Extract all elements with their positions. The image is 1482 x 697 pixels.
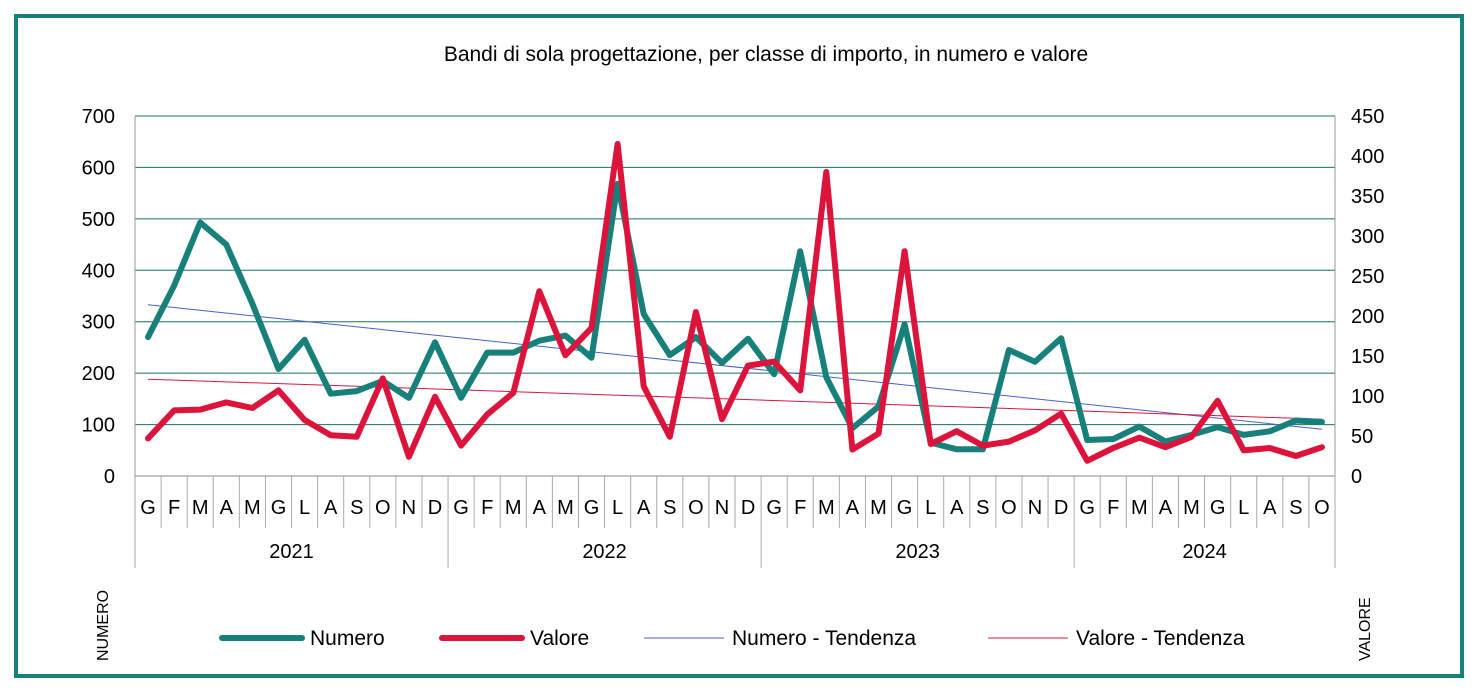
chart-frame: Bandi di sola progettazione, per classe … (14, 14, 1464, 678)
x-tick-label-month: L (299, 497, 310, 519)
right-axis-ticks: 0 50 100 150 200 250 300 350 400 450 (1351, 106, 1384, 488)
x-tick-label-month: M (818, 497, 835, 519)
y-axis-label-left: NUMERO (95, 590, 112, 661)
x-tick-label-month: M (557, 497, 574, 519)
x-tick-label-month: N (1028, 497, 1042, 519)
x-tick-label-month: O (1001, 497, 1017, 519)
x-tick-label-month: M (244, 497, 261, 519)
x-tick-label-month: L (925, 497, 936, 519)
y-tick-label-right: 150 (1351, 346, 1384, 368)
y-tick-label-right: 350 (1351, 186, 1384, 208)
legend-label: Valore - Tendenza (1076, 627, 1245, 650)
y-tick-label-right: 0 (1351, 466, 1362, 488)
x-tick-label-month: M (1131, 497, 1148, 519)
y-tick-label-left: 200 (82, 363, 115, 385)
x-tick-label-month: G (140, 497, 156, 519)
x-tick-label-month: G (1210, 497, 1226, 519)
gridlines (134, 115, 1336, 476)
x-tick-label-year: 2021 (269, 541, 314, 563)
y-tick-label-right: 450 (1351, 106, 1384, 128)
x-tick-label-year: 2023 (895, 541, 940, 563)
y-axis-label-right: VALORE (1357, 597, 1374, 661)
x-tick-label-month: M (1183, 497, 1200, 519)
x-tick-label-month: N (715, 497, 729, 519)
y-tick-label-left: 300 (82, 312, 115, 334)
legend-label: Valore (530, 627, 589, 650)
y-tick-label-right: 200 (1351, 306, 1384, 328)
legend-label: Numero (310, 627, 385, 650)
y-tick-label-left: 700 (82, 106, 115, 128)
series-lines (145, 141, 1325, 464)
x-tick-label-month: M (192, 497, 209, 519)
x-tick-label-month: O (375, 497, 391, 519)
x-tick-label-month: A (1159, 497, 1173, 519)
y-tick-label-right: 50 (1351, 426, 1373, 448)
x-tick-label-month: A (950, 497, 964, 519)
x-tick-label-month: G (453, 497, 469, 519)
left-axis-ticks: 0 100 200 300 400 500 600 700 (82, 106, 115, 488)
x-tick-label-month: O (688, 497, 704, 519)
x-tick-label-month: M (870, 497, 887, 519)
x-tick-label-month: F (794, 497, 806, 519)
x-tick-label-month: A (324, 497, 338, 519)
x-tick-label-month: N (402, 497, 416, 519)
x-tick-label-month: G (271, 497, 287, 519)
x-tick-label-month: S (976, 497, 989, 519)
x-tick-label-month: M (505, 497, 522, 519)
x-tick-label-month: D (1054, 497, 1068, 519)
x-tick-label-month: D (428, 497, 442, 519)
x-tick-label-month: L (1238, 497, 1249, 519)
legend: Numero Valore Numero - Tendenza Valore - Te… (219, 627, 1245, 650)
x-tick-label-month: A (637, 497, 651, 519)
x-tick-label-month: A (846, 497, 860, 519)
y-tick-label-left: 600 (82, 157, 115, 179)
x-tick-label-month: G (1079, 497, 1095, 519)
x-tick-label-month: F (1107, 497, 1119, 519)
x-tick-label-month: A (533, 497, 547, 519)
x-tick-label-year: 2022 (582, 541, 627, 563)
y-tick-label-right: 300 (1351, 226, 1384, 248)
y-tick-label-right: 400 (1351, 146, 1384, 168)
y-tick-label-left: 100 (82, 415, 115, 437)
x-tick-label-month: A (1263, 497, 1277, 519)
x-tick-label-month: G (897, 497, 913, 519)
y-tick-label-left: 400 (82, 260, 115, 282)
x-tick-label-month: S (663, 497, 676, 519)
x-tick-label-month: L (612, 497, 623, 519)
y-tick-label-left: 0 (104, 466, 115, 488)
y-tick-label-right: 250 (1351, 266, 1384, 288)
x-tick-label-month: G (584, 497, 600, 519)
chart-title: Bandi di sola progettazione, per classe … (444, 43, 1088, 66)
x-tick-label-month: G (766, 497, 782, 519)
series-line-valore (145, 141, 1325, 464)
x-tick-label-month: S (350, 497, 363, 519)
x-tick-label-year: 2024 (1182, 541, 1227, 563)
legend-label: Numero - Tendenza (732, 627, 916, 650)
x-tick-label-month: F (481, 497, 493, 519)
chart-svg: Bandi di sola progettazione, per classe … (82, 43, 1385, 661)
x-tick-label-month: D (741, 497, 755, 519)
y-tick-label-right: 100 (1351, 386, 1384, 408)
trend-lines (147, 304, 1323, 430)
trend-line-numero-tendenza (147, 304, 1323, 430)
x-tick-label-month: S (1289, 497, 1302, 519)
y-tick-label-left: 500 (82, 209, 115, 231)
x-tick-label-month: F (168, 497, 180, 519)
x-tick-label-month: A (220, 497, 234, 519)
x-tick-label-month: O (1314, 497, 1330, 519)
series-line-numero (145, 180, 1325, 453)
